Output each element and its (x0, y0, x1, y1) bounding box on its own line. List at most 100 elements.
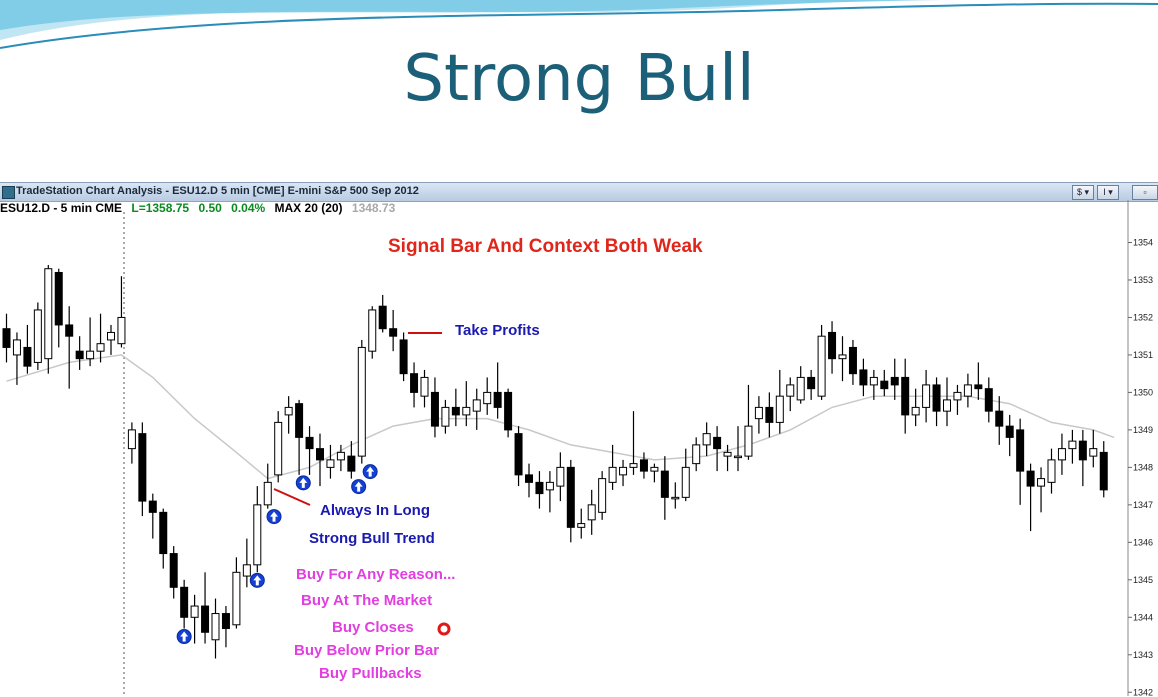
bull-candle (943, 399, 951, 412)
annotation-signal-bar: Signal Bar And Context Both Weak (388, 236, 703, 257)
bear-candle (1016, 429, 1025, 472)
bear-candle (974, 384, 983, 390)
buy-signal-arrow-icon (366, 466, 375, 477)
bull-candle (1037, 478, 1046, 487)
bull-candle (786, 384, 795, 397)
bull-candle (723, 451, 732, 457)
bear-candle (180, 586, 189, 618)
info-moving-average: MAX 20 (20) (274, 201, 343, 215)
bull-candle (284, 406, 293, 416)
symbol-menu-button[interactable]: $ ▾ (1072, 185, 1094, 200)
bull-candle (127, 429, 136, 450)
buy-signal-arrow-icon (253, 575, 262, 586)
bear-candle (148, 500, 157, 513)
bull-candle (838, 354, 847, 360)
bear-candle (295, 403, 304, 438)
bear-candle (347, 455, 356, 472)
bear-candle (535, 481, 544, 495)
bull-candle (336, 451, 345, 461)
banner-wave-line (0, 2, 1158, 49)
price-tick-label: 1350 (1133, 387, 1153, 397)
bull-candle (796, 376, 805, 401)
info-last-price: L=1358.75 (131, 201, 190, 215)
price-tick-label: 1354 (1133, 237, 1153, 247)
bull-candle (462, 406, 471, 416)
info-moving-average-value: 1348.73 (351, 201, 396, 215)
bull-candle (117, 316, 126, 345)
bull-candle (671, 496, 680, 500)
bear-candle (305, 436, 314, 450)
bear-candle (316, 448, 324, 461)
bear-candle (713, 436, 722, 450)
price-tick-label: 1345 (1133, 575, 1153, 585)
bull-candle (775, 395, 784, 423)
bear-candle (389, 328, 398, 337)
slide-title: Strong Bull (403, 42, 755, 116)
price-tick-label: 1348 (1133, 462, 1153, 472)
bull-candle (242, 564, 251, 577)
bull-candle (12, 339, 21, 356)
banner-wave-mid (0, 0, 1158, 30)
bear-candle (765, 406, 774, 423)
bear-candle (430, 391, 439, 427)
bear-candle (514, 433, 523, 476)
bull-candle (263, 481, 272, 506)
annotation-buy-any-reason: Buy For Any Reason... (296, 566, 456, 583)
app-icon (2, 186, 15, 199)
bear-candle (639, 459, 648, 472)
bear-candle (138, 433, 147, 502)
bull-candle (441, 406, 450, 427)
interval-menu-button[interactable]: I ▾ (1097, 185, 1119, 200)
annotation-buy-closes: Buy Closes (332, 619, 414, 636)
info-percent-change: 0.04% (231, 201, 266, 215)
bear-candle (221, 613, 230, 630)
bear-candle (859, 369, 868, 386)
bull-candle (953, 391, 962, 401)
bull-candle (598, 478, 607, 513)
price-tick-label: 1343 (1133, 650, 1153, 660)
price-tick-label: 1349 (1133, 425, 1153, 435)
bull-candle (702, 433, 711, 446)
bear-candle (54, 271, 63, 326)
bull-candle (744, 425, 753, 457)
annotation-buy-market: Buy At The Market (301, 592, 433, 609)
target-circle-icon (437, 622, 451, 636)
buy-signal-arrow-icon (180, 631, 189, 642)
bull-candle (1068, 440, 1077, 450)
annotation-buy-pullbacks: Buy Pullbacks (319, 665, 422, 682)
bull-candle (33, 309, 42, 363)
bull-candle (817, 335, 826, 397)
bull-candle (483, 391, 492, 405)
bear-candle (566, 466, 575, 528)
window-titlebar: TradeStation Chart Analysis - ESU12.D 5 … (0, 183, 1158, 202)
bear-candle (1078, 440, 1087, 461)
bull-candle (754, 406, 763, 420)
buy-signal-arrow-icon (270, 511, 279, 522)
buy-signal-arrow-icon (354, 481, 363, 492)
bear-candle (451, 406, 460, 416)
bull-candle (44, 268, 53, 360)
buy-signal-arrow-icon (299, 477, 308, 488)
price-tick-label: 1351 (1133, 350, 1153, 360)
bear-candle (1005, 425, 1014, 438)
bear-candle (201, 605, 210, 633)
annotation-buy-below-prior-bar: Buy Below Prior Bar (294, 642, 440, 659)
annotation-strong-bull-trend: Strong Bull Trend (309, 530, 435, 547)
bear-candle (410, 373, 419, 393)
bull-candle (692, 444, 701, 465)
bull-candle (556, 466, 565, 487)
bull-candle (232, 571, 241, 626)
bear-candle (159, 511, 168, 555)
bear-candle (984, 388, 993, 412)
bear-candle (75, 350, 84, 360)
bull-candle (869, 376, 878, 386)
bull-candle (1047, 459, 1056, 483)
bull-candle (963, 384, 972, 397)
bull-candle (368, 309, 377, 352)
bull-candle (357, 346, 366, 457)
bull-candle (577, 523, 586, 528)
bull-candle (1057, 448, 1066, 461)
bear-candle (807, 376, 816, 390)
bear-candle (399, 339, 408, 375)
